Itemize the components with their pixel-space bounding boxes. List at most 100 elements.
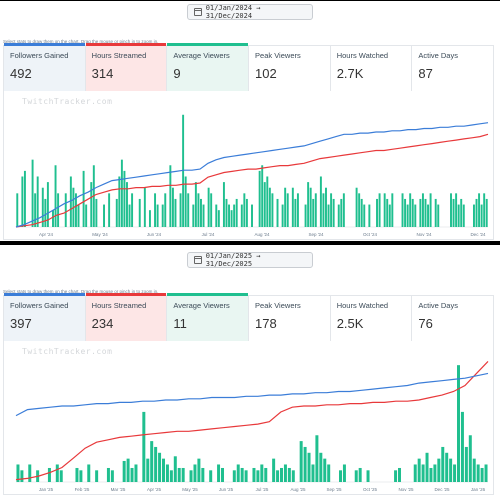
viewers-bar	[460, 411, 464, 482]
stat-average-viewers[interactable]: Average Viewers 11	[167, 293, 250, 341]
viewers-bar	[485, 198, 488, 227]
viewers-bar	[358, 193, 361, 227]
x-tick-label: Jul '25	[256, 487, 269, 492]
viewers-bar	[181, 467, 185, 482]
date-range-text: 01/Jan/2024 → 31/Dec/2024	[205, 4, 261, 20]
x-tick-label: Feb '25	[75, 487, 90, 492]
viewers-bar	[319, 176, 322, 227]
viewers-bar	[54, 165, 57, 227]
viewers-bar	[309, 187, 312, 227]
stats-chart[interactable]: TwitchTracker.com Jan '25 Feb '25 Mar '25 A…	[4, 341, 493, 494]
x-tick-label: Jan '25	[39, 487, 54, 492]
viewers-bar	[148, 210, 151, 227]
stat-followers-gained[interactable]: Followers Gained 397	[4, 293, 86, 341]
stat-value: 2.7K	[336, 66, 364, 81]
stat-label: Active Days	[418, 301, 458, 310]
stat-label: Peak Viewers	[255, 51, 301, 60]
watermark: TwitchTracker.com	[22, 97, 113, 106]
stat-label: Average Viewers	[173, 51, 230, 60]
viewers-bar	[82, 170, 85, 227]
viewers-bar	[207, 187, 210, 227]
viewers-bar	[280, 467, 283, 482]
viewers-bar	[299, 441, 303, 482]
x-tick-label: Apr '25	[147, 487, 162, 492]
viewers-bar	[388, 204, 391, 227]
chart-hint: Select stats to draw them on the chart. …	[3, 289, 159, 294]
x-tick-label: Oct '25	[363, 487, 378, 492]
stat-active-days[interactable]: Active Days 87	[412, 46, 493, 91]
viewers-bar	[437, 204, 440, 227]
x-tick-label: Nov '24	[416, 232, 432, 237]
viewers-bar	[307, 452, 311, 482]
viewers-bar	[142, 411, 146, 482]
stat-label: Hours Streamed	[91, 301, 147, 310]
viewers-bar	[162, 458, 165, 482]
viewers-bar	[235, 198, 238, 227]
x-tick-label: Aug '24	[254, 232, 270, 237]
viewers-bar	[284, 187, 287, 227]
chart-hint: Select stats to draw them on the chart. …	[3, 39, 159, 44]
x-tick-label: Mar '25	[111, 487, 126, 492]
viewers-bar	[323, 458, 327, 482]
date-range-picker[interactable]: 01/Jan/2024 → 31/Dec/2024	[187, 4, 313, 20]
viewers-bar	[169, 165, 172, 227]
viewers-bar	[383, 193, 386, 227]
viewers-bar	[358, 467, 362, 482]
viewers-bar	[433, 464, 437, 482]
stat-hours-streamed[interactable]: Hours Streamed 314	[85, 43, 168, 91]
stat-followers-gained[interactable]: Followers Gained 492	[4, 43, 86, 91]
viewers-bar	[217, 464, 221, 482]
viewers-bar	[222, 182, 225, 227]
viewers-bar	[173, 456, 177, 482]
stat-peak-viewers[interactable]: Peak Viewers 178	[249, 296, 331, 341]
viewers-bar	[478, 193, 481, 227]
date-range-picker[interactable]: 01/Jan/2025 → 31/Dec/2025	[187, 252, 313, 268]
viewers-bar	[291, 470, 295, 482]
viewers-bar	[95, 198, 98, 227]
stat-hours-watched[interactable]: Hours Watched 2.5K	[331, 296, 413, 341]
viewers-bar	[391, 193, 394, 227]
viewers-bar	[69, 176, 72, 227]
viewers-bar	[75, 467, 79, 482]
viewers-bar	[457, 365, 460, 482]
viewers-bar	[330, 193, 333, 227]
stat-active-indicator	[85, 293, 167, 296]
viewers-bar	[413, 464, 417, 482]
stat-average-viewers[interactable]: Average Viewers 9	[167, 43, 250, 91]
separator-bar	[0, 241, 500, 245]
viewers-bar	[252, 467, 256, 482]
stat-peak-viewers[interactable]: Peak Viewers 102	[249, 46, 331, 91]
stats-chart[interactable]: TwitchTracker.com Apr '24 May '24 Jun '24 J…	[4, 91, 493, 239]
viewers-bar	[233, 204, 236, 227]
viewers-bar	[232, 470, 236, 482]
viewers-bar	[36, 176, 39, 227]
stat-hours-streamed[interactable]: Hours Streamed 234	[85, 293, 168, 341]
viewers-bar	[425, 452, 429, 482]
viewers-bar	[271, 193, 274, 227]
viewers-bar	[409, 193, 412, 227]
date-range-text: 01/Jan/2025 → 31/Dec/2025	[205, 252, 261, 268]
viewers-bar	[261, 165, 264, 227]
stat-active-indicator	[167, 293, 249, 296]
viewers-bar	[304, 204, 307, 227]
viewers-bar	[77, 204, 80, 227]
viewers-bar	[287, 467, 291, 482]
viewers-bar	[322, 193, 325, 227]
viewers-bar	[150, 441, 154, 482]
viewers-bar	[460, 198, 463, 227]
viewers-bar	[44, 198, 47, 227]
viewers-bar	[455, 193, 458, 227]
x-tick-label: Aug '25	[290, 487, 306, 492]
viewers-bar	[59, 470, 63, 482]
viewers-bar	[243, 193, 246, 227]
viewers-bar	[197, 193, 200, 227]
viewers-bar	[74, 193, 77, 227]
watermark: TwitchTracker.com	[22, 347, 113, 356]
viewers-bar	[475, 198, 478, 227]
viewers-bar	[276, 470, 280, 482]
chart-svg: Apr '24 May '24 Jun '24 Jul '24 Aug '24 Sep '…	[15, 114, 489, 237]
viewers-bar	[268, 187, 271, 227]
stat-active-days[interactable]: Active Days 76	[412, 296, 493, 341]
viewers-bar	[327, 204, 330, 227]
stat-hours-watched[interactable]: Hours Watched 2.7K	[331, 46, 413, 91]
